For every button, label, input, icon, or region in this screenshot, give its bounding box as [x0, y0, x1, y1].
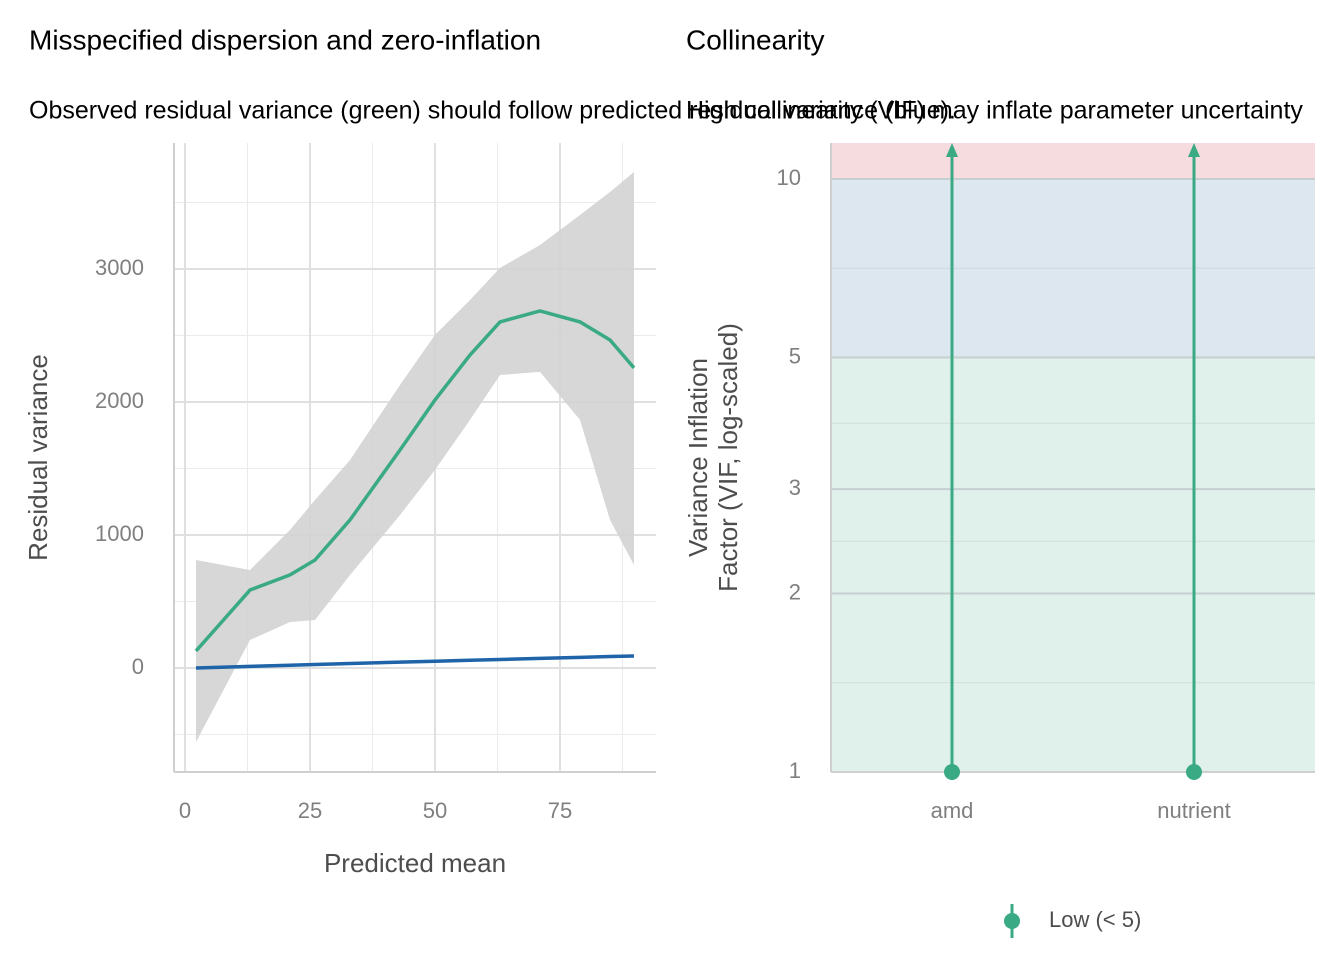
legend-key: [1004, 913, 1020, 929]
legend-label: Low (< 5): [1049, 907, 1141, 932]
arrow-head: [1188, 143, 1200, 157]
y-tick-label: 2: [789, 579, 801, 604]
x-tick-label: 0: [179, 798, 191, 823]
y-tick-label: 0: [132, 654, 144, 679]
title: Collinearity: [686, 24, 825, 55]
x-tick-label: 50: [423, 798, 447, 823]
y-axis-title: Variance Inflation: [683, 358, 713, 557]
title: Misspecified dispersion and zero-inflati…: [29, 24, 541, 55]
y-axis-title: Residual variance: [23, 354, 53, 561]
y-tick-label: 3: [789, 475, 801, 500]
point: [944, 764, 960, 780]
y-tick-label: 5: [789, 343, 801, 368]
line: [195, 654, 635, 670]
y-axis-title: Factor (VIF, log-scaled): [713, 323, 743, 592]
subtitle: High collinearity (VIF) may inflate para…: [686, 97, 1303, 125]
subtitle: Observed residual variance (green) shoul…: [29, 97, 956, 125]
y-tick-label: 1000: [95, 521, 144, 546]
line: [194, 309, 636, 653]
x-tick-label: 25: [298, 798, 322, 823]
point: [1186, 764, 1202, 780]
x-tick-label: nutrient: [1157, 798, 1230, 823]
y-tick-label: 2000: [95, 388, 144, 413]
zone: [831, 357, 1315, 772]
zone: [831, 143, 1315, 179]
x-axis-title: Predicted mean: [324, 848, 506, 878]
arrow-head: [946, 143, 958, 157]
y-tick-label: 3000: [95, 255, 144, 280]
y-tick-label: 1: [789, 758, 801, 783]
x-tick-label: amd: [931, 798, 974, 823]
y-tick-label: 10: [777, 165, 801, 190]
x-tick-label: 75: [548, 798, 572, 823]
